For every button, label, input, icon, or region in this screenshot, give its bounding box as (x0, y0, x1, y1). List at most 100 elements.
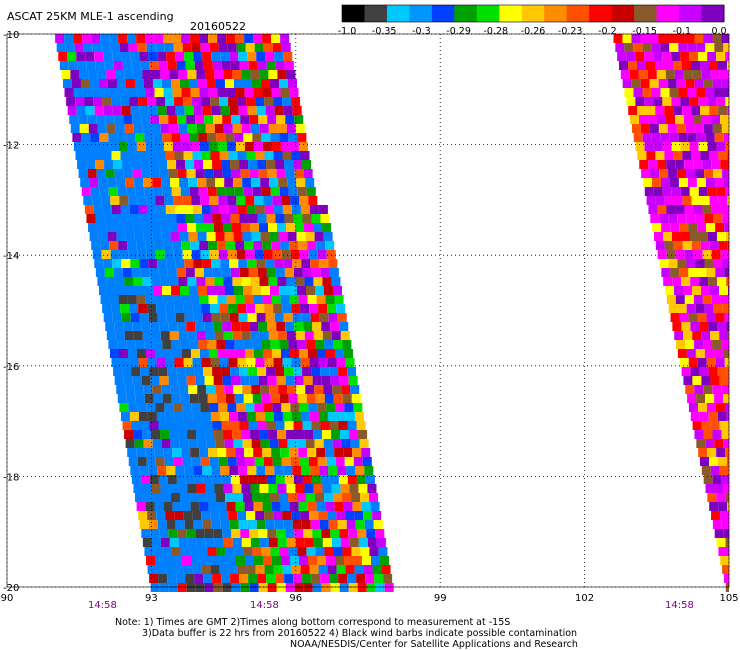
data-cell (249, 376, 259, 385)
data-cell (165, 304, 175, 313)
data-cell (253, 34, 263, 43)
data-cell (216, 493, 226, 502)
data-cell (319, 259, 329, 268)
data-cell (296, 439, 306, 448)
data-cell (667, 79, 677, 88)
data-cell (115, 331, 125, 340)
data-cell (182, 196, 192, 205)
longitude-tick-label: 93 (145, 593, 158, 604)
data-cell (211, 466, 221, 475)
data-cell (331, 277, 341, 286)
data-cell (237, 151, 247, 160)
data-cell (188, 178, 198, 187)
data-cell (102, 97, 112, 106)
data-cell (714, 439, 724, 448)
data-cell (347, 475, 357, 484)
data-cell (358, 538, 368, 547)
data-cell (630, 115, 640, 124)
data-cell (728, 331, 729, 340)
data-cell (245, 196, 255, 205)
data-cell (295, 484, 305, 493)
data-cell (223, 430, 233, 439)
data-cell (145, 34, 155, 43)
data-cell (699, 412, 709, 421)
data-cell (201, 205, 211, 214)
data-cell (703, 385, 713, 394)
data-cell (637, 61, 647, 70)
data-cell (130, 466, 140, 475)
data-cell (116, 178, 126, 187)
data-cell (230, 61, 240, 70)
data-cell (287, 232, 297, 241)
data-cell (702, 115, 712, 124)
data-cell (313, 538, 323, 547)
data-cell (329, 367, 339, 376)
data-cell (202, 520, 212, 529)
data-cell (242, 385, 252, 394)
data-cell (174, 151, 184, 160)
data-cell (190, 349, 200, 358)
longitude-tick-label: 102 (575, 593, 594, 604)
data-cell (190, 34, 200, 43)
data-cell (702, 250, 712, 259)
data-cell (266, 61, 276, 70)
data-cell (286, 223, 296, 232)
data-cell (235, 88, 245, 97)
data-cell (355, 466, 365, 475)
data-cell (671, 232, 681, 241)
data-cell (140, 268, 150, 277)
data-cell (703, 34, 713, 43)
data-cell (241, 277, 251, 286)
data-cell (305, 178, 315, 187)
data-cell (179, 439, 189, 448)
data-cell (145, 88, 155, 97)
data-cell (703, 475, 713, 484)
data-cell (132, 322, 142, 331)
data-cell (689, 97, 699, 106)
data-cell (187, 538, 197, 547)
data-cell (208, 88, 218, 97)
data-cell (169, 430, 179, 439)
data-cell (702, 205, 712, 214)
data-cell (175, 259, 185, 268)
data-cell (193, 259, 203, 268)
data-cell (685, 34, 695, 43)
data-cell (231, 583, 241, 592)
data-cell (723, 439, 729, 448)
data-cell (226, 349, 236, 358)
data-cell (151, 223, 161, 232)
data-cell (262, 295, 272, 304)
data-cell (114, 322, 124, 331)
data-cell (708, 412, 718, 421)
data-cell (76, 52, 86, 61)
data-cell (193, 313, 203, 322)
data-cell (259, 70, 269, 79)
data-cell (316, 448, 326, 457)
data-cell (197, 79, 207, 88)
data-cell (151, 484, 161, 493)
data-cell (163, 34, 173, 43)
data-cell (683, 286, 693, 295)
data-cell (274, 313, 284, 322)
data-cell (722, 304, 729, 313)
data-cell (315, 493, 325, 502)
data-cell (724, 313, 729, 322)
data-cell (108, 286, 118, 295)
data-cell (707, 142, 717, 151)
data-cell (702, 295, 712, 304)
data-cell (320, 574, 330, 583)
data-cell (687, 178, 697, 187)
data-cell (230, 214, 240, 223)
data-cell (649, 34, 659, 43)
data-cell (202, 52, 212, 61)
data-cell (174, 358, 184, 367)
data-cell (129, 412, 139, 421)
data-cell (688, 313, 698, 322)
data-cell (125, 439, 135, 448)
data-cell (680, 142, 690, 151)
data-cell (292, 466, 302, 475)
data-cell (692, 331, 702, 340)
data-cell (301, 259, 311, 268)
data-cell (354, 511, 364, 520)
data-cell (290, 457, 300, 466)
